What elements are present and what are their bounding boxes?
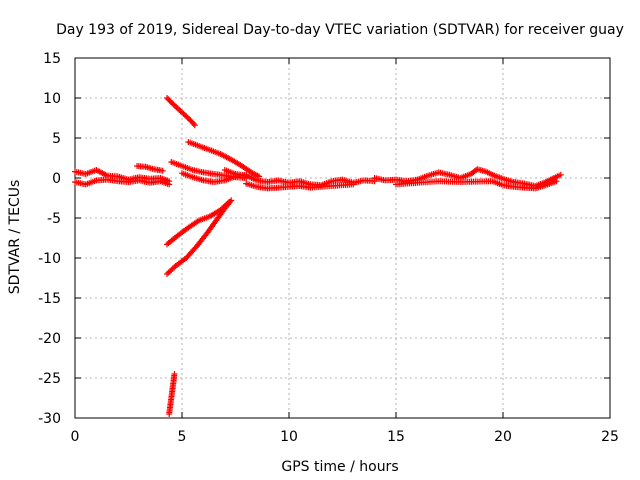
- y-tick-label: -5: [47, 211, 61, 227]
- data-point-marker: [191, 122, 198, 129]
- y-tick-label: 10: [43, 91, 61, 107]
- data-point-marker: [228, 197, 235, 204]
- x-tick-label: 25: [601, 429, 619, 445]
- y-tick-label: -10: [38, 251, 61, 267]
- grid-lines: [75, 58, 610, 418]
- y-axis-ticks: -30 -25 -20 -15 -10 -5 0 5 10 15: [38, 51, 610, 427]
- y-tick-label: -15: [38, 291, 61, 307]
- chart-title: Day 193 of 2019, Sidereal Day-to-day VTE…: [56, 22, 624, 38]
- y-tick-label: -25: [38, 371, 61, 387]
- data-points: [72, 95, 564, 417]
- x-axis-label: GPS time / hours: [281, 459, 398, 475]
- y-tick-label: 5: [52, 131, 61, 147]
- y-axis-label: SDTVAR / TECUs: [7, 180, 23, 295]
- data-point-marker: [350, 181, 357, 188]
- x-tick-label: 15: [387, 429, 405, 445]
- data-point-marker: [169, 100, 176, 107]
- data-point-marker: [553, 178, 560, 185]
- x-tick-label: 10: [280, 429, 298, 445]
- x-tick-label: 5: [178, 429, 187, 445]
- y-tick-label: -20: [38, 331, 61, 347]
- data-point-marker: [166, 181, 173, 188]
- data-point-marker: [227, 198, 234, 205]
- x-axis-ticks: 0 5 10 15 20 25: [71, 58, 619, 445]
- y-tick-label: 15: [43, 51, 61, 67]
- y-tick-label: 0: [52, 171, 61, 187]
- y-tick-label: -30: [38, 411, 61, 427]
- plot-frame: [74, 57, 611, 419]
- data-point-marker: [159, 167, 166, 174]
- x-tick-label: 0: [71, 429, 80, 445]
- x-tick-label: 20: [494, 429, 512, 445]
- data-point-marker: [557, 171, 564, 178]
- data-point-marker: [171, 371, 178, 377]
- data-point-marker: [190, 121, 197, 127]
